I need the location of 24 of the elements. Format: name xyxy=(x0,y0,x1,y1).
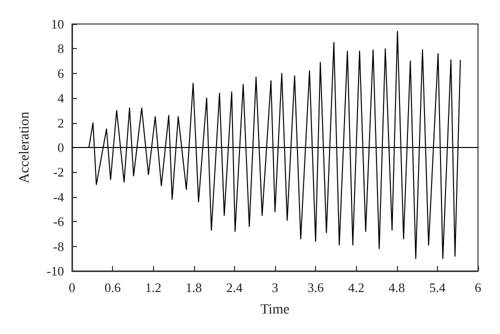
y-tick-label: -6 xyxy=(53,214,64,230)
x-tick-label: 1.8 xyxy=(186,280,202,295)
y-tick-label: 6 xyxy=(58,66,64,81)
y-tick-label: -2 xyxy=(53,164,64,180)
x-tick-label: 6 xyxy=(474,280,482,295)
y-tick-label: 0 xyxy=(58,140,64,155)
y-tick-label: -4 xyxy=(53,189,64,204)
x-tick-label: 5.4 xyxy=(429,280,446,295)
y-tick-label: -10 xyxy=(46,264,64,278)
y-axis-title: Acceleration xyxy=(18,112,32,184)
y-tick-label: 8 xyxy=(58,41,64,56)
x-tick-label: 3.6 xyxy=(307,280,324,295)
x-tick-label: 3 xyxy=(272,280,278,295)
x-tick-label: 1.2 xyxy=(145,280,162,295)
x-tick-label: 4.8 xyxy=(388,280,405,295)
x-tick-label: 0.6 xyxy=(104,280,122,295)
y-tick-label: 10 xyxy=(51,16,64,32)
y-tick-label: -8 xyxy=(53,238,64,254)
x-tick-label: 0 xyxy=(68,280,76,295)
x-axis-title: Time xyxy=(260,302,290,318)
x-tick-label: 2.4 xyxy=(226,280,244,295)
y-tick-label: 2 xyxy=(58,115,64,130)
x-tick-label: 4.2 xyxy=(348,280,364,295)
y-tick-label: 4 xyxy=(58,90,64,106)
